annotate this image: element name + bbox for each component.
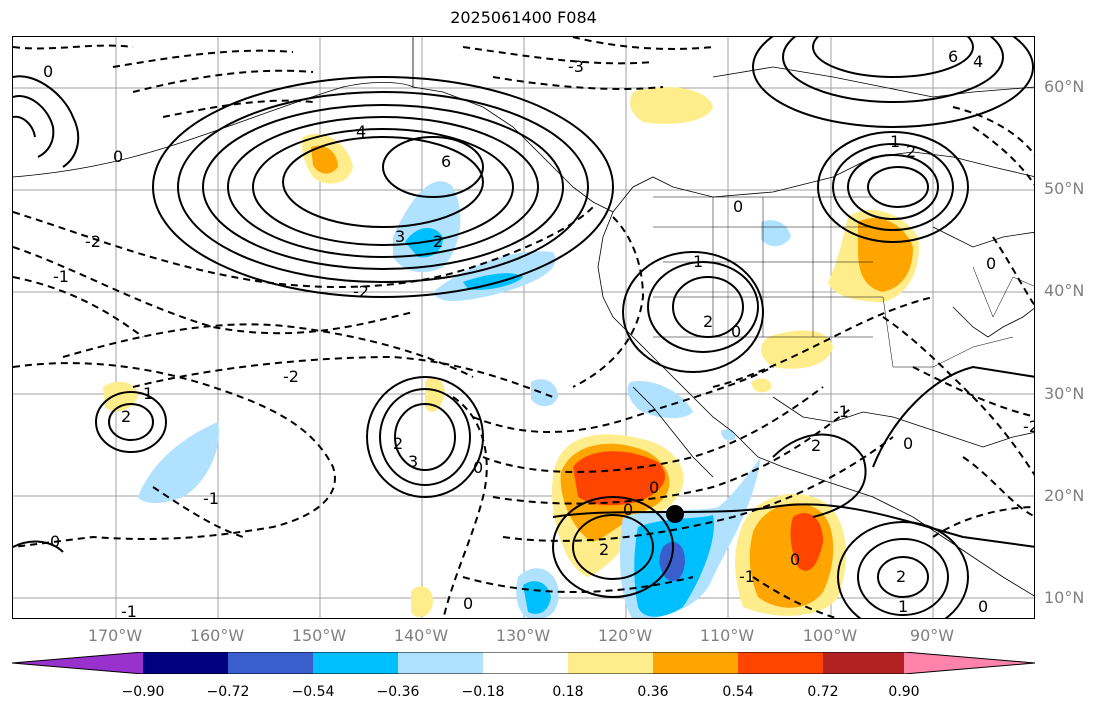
colorbar-tick: 0.72 [807, 684, 839, 700]
contour-label: 1 [890, 132, 900, 151]
contour-label: -2 [353, 282, 369, 301]
colorbar-segment [823, 652, 904, 674]
colorbar [12, 652, 1036, 674]
lon-label: 120°W [597, 626, 653, 645]
lon-label: 160°W [189, 626, 245, 645]
graticule [13, 37, 1034, 618]
contour-label: -1 [203, 489, 219, 508]
contour-label: -1 [833, 402, 849, 421]
colorbar-tick: 0.36 [637, 684, 669, 700]
contour-label: 1 [693, 252, 703, 271]
colorbar-segment [653, 652, 738, 674]
lat-label: 40°N [1044, 281, 1085, 300]
colorbar-tick: −0.54 [291, 684, 335, 700]
lat-label: 10°N [1044, 588, 1085, 607]
contour-label: 2 [393, 434, 403, 453]
contour-label: 0 [790, 550, 800, 569]
contour-label: -1 [739, 567, 755, 586]
contour-label: -3 [568, 57, 584, 76]
colorbar-tick: −0.36 [376, 684, 420, 700]
contour-label: 1 [143, 384, 153, 403]
contour-label: 2 [896, 567, 906, 586]
contour-label: -2 [85, 232, 101, 251]
shading-negative [138, 181, 791, 618]
contour-label: 0 [113, 147, 123, 166]
contour-label: 2 [433, 232, 443, 251]
contour-label: 3 [395, 227, 405, 246]
contour-label: 0 [649, 478, 659, 497]
contour-labels: 4 6 2 3 -2 -1 0 -3 1 2 1 2 2 3 2 1 -1 -2… [43, 47, 1035, 619]
lat-label: 50°N [1044, 179, 1085, 198]
dashed-contours [13, 37, 1034, 618]
lon-label: 150°W [291, 626, 347, 645]
map-title: 2025061400 F084 [450, 8, 597, 27]
colorbar-tick: −0.90 [121, 684, 165, 700]
contour-label: 6 [948, 47, 958, 66]
colorbar-tick: 0.18 [552, 684, 584, 700]
contour-label: -2 [1023, 417, 1035, 436]
colorbar-segment [738, 652, 823, 674]
contour-label: -1 [121, 602, 137, 619]
lat-label: 20°N [1044, 486, 1085, 505]
colorbar-segment [228, 652, 313, 674]
colorbar-tick: −0.18 [461, 684, 505, 700]
map-panel: 4 6 2 3 -2 -1 0 -3 1 2 1 2 2 3 2 1 -1 -2… [12, 36, 1035, 619]
contour-label: 0 [903, 434, 913, 453]
lon-label: 130°W [495, 626, 551, 645]
map-canvas: 4 6 2 3 -2 -1 0 -3 1 2 1 2 2 3 2 1 -1 -2… [13, 37, 1035, 619]
contour-label: 0 [473, 458, 483, 477]
contour-label: 2 [703, 312, 713, 331]
colorbar-tick: 0.90 [888, 684, 920, 700]
contour-label: 1 [898, 597, 908, 616]
colorbar-segment [143, 652, 228, 674]
storm-center-marker [666, 505, 684, 523]
lon-label: 90°W [909, 626, 955, 645]
colorbar-segment [313, 652, 398, 674]
lon-label: 140°W [393, 626, 449, 645]
lat-label: 60°N [1044, 77, 1085, 96]
colorbar-segment [398, 652, 483, 674]
contour-label: 2 [599, 540, 609, 559]
contour-label: -1 [53, 267, 69, 286]
coastlines [13, 37, 1034, 597]
contour-label: 2 [906, 142, 916, 161]
contour-label: 0 [978, 597, 988, 616]
contour-label: 0 [50, 532, 60, 551]
contour-label: 0 [43, 62, 53, 81]
contour-label: 2 [811, 436, 821, 455]
contour-label: 0 [463, 594, 473, 613]
colorbar-tick: 0.54 [722, 684, 754, 700]
contour-label: 4 [973, 52, 983, 71]
contour-label: -2 [283, 367, 299, 386]
lon-label: 110°W [699, 626, 755, 645]
contour-label: 0 [623, 500, 633, 519]
colorbar-segment [12, 652, 143, 674]
lon-label: 100°W [802, 626, 858, 645]
contour-label: 0 [733, 197, 743, 216]
colorbar-segment [904, 652, 1035, 674]
contour-label: 2 [121, 407, 131, 426]
contour-label: 0 [986, 254, 996, 273]
colorbar-tick: −0.72 [206, 684, 250, 700]
lon-label: 170°W [87, 626, 143, 645]
colorbar-segment [568, 652, 653, 674]
contour-label: 4 [356, 122, 366, 141]
contour-label: 6 [441, 152, 451, 171]
contour-label: 3 [408, 452, 418, 471]
lat-label: 30°N [1044, 384, 1085, 403]
shading-positive [103, 87, 919, 618]
contour-label: 0 [731, 322, 741, 341]
colorbar-segment [483, 652, 568, 674]
